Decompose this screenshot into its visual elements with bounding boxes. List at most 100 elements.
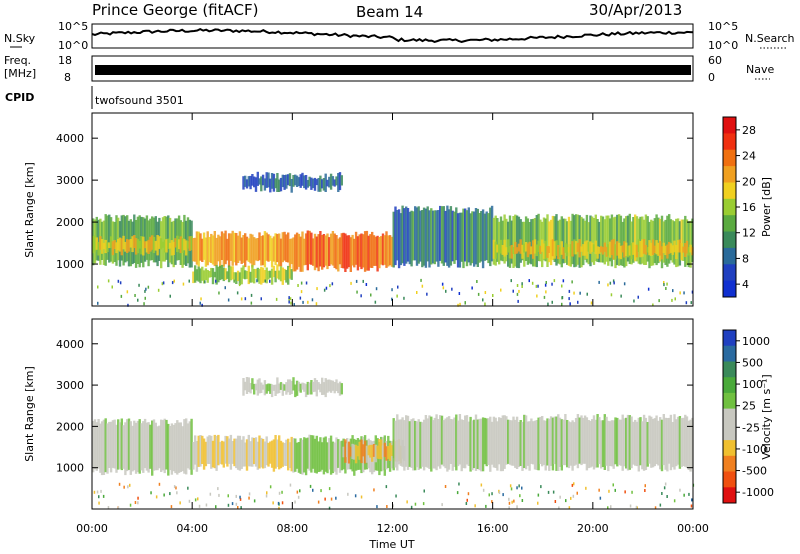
nave-tick-bottom: 0 [708,71,715,84]
data-cell [190,236,193,251]
data-cell [213,231,216,267]
data-speckle [288,296,290,300]
data-cell [245,236,249,261]
data-speckle [182,282,185,286]
data-cell [329,435,333,475]
data-cell [637,417,640,472]
data-cell [632,421,635,465]
data-cell [118,237,122,252]
data-cell [231,230,234,266]
data-cell [263,231,267,268]
colorbar-segment [723,280,736,298]
data-cell [276,173,279,192]
data-cell [301,172,304,186]
data-speckle [547,490,550,494]
data-speckle [492,294,494,297]
data-cell [312,381,315,393]
data-cell [653,418,656,467]
data-cell [678,416,682,469]
data-cell [195,441,199,472]
data-cell [303,238,306,266]
data-cell [451,419,454,471]
data-cell [532,240,535,259]
data-speckle [111,285,113,289]
data-cell [424,415,428,467]
data-speckle [296,490,299,494]
ytick-label: 3000 [56,379,84,392]
data-cell [197,231,200,267]
data-cell [476,419,479,469]
data-cell [92,420,95,473]
data-cell [208,237,211,263]
cpid-label: CPID [5,91,34,104]
data-cell [270,173,274,189]
data-cell [515,416,519,469]
data-cell [650,219,653,266]
data-cell [335,379,338,392]
data-cell [691,417,694,469]
data-cell [111,420,115,468]
data-cell [199,435,202,467]
data-cell [471,420,474,471]
data-cell [453,417,456,467]
data-cell [417,206,420,264]
data-cell [585,417,589,471]
data-cell [458,414,462,465]
data-cell [177,239,181,250]
data-cell [108,421,111,468]
data-speckle [652,303,654,307]
data-cell [290,238,293,265]
data-cell [226,271,229,279]
data-speckle [269,485,272,489]
data-speckle [517,299,519,303]
data-cell [97,419,100,469]
data-cell [297,233,301,267]
data-speckle [614,488,616,492]
data-speckle [477,292,480,296]
data-speckle [451,287,453,291]
data-cell [244,233,247,268]
data-cell [113,419,116,469]
data-speckle [528,279,530,283]
data-cell [612,420,615,469]
data-speckle [244,297,247,301]
data-cell [140,423,143,471]
data-speckle [445,289,447,293]
data-cell [143,218,147,262]
data-cell [405,206,408,264]
data-cell [176,420,179,475]
data-cell [481,417,485,472]
data-cell [247,434,250,467]
data-cell [669,219,673,261]
data-speckle [519,494,521,498]
data-cell [136,239,140,254]
data-cell [294,234,297,272]
data-cell [319,383,322,393]
data-cell [669,414,673,471]
data-cell [660,215,664,269]
data-cell [170,423,174,475]
data-speckle [323,288,326,292]
data-cell [524,216,528,261]
data-cell [474,414,478,471]
data-cell [390,236,394,267]
data-cell [675,419,678,467]
data-cell [160,238,163,250]
data-cell [349,237,352,272]
data-cell [485,211,488,261]
data-cell [557,220,560,264]
data-cell [215,237,218,266]
data-cell [600,420,603,469]
data-speckle [508,497,510,501]
data-cell [601,420,605,467]
data-cell [566,244,569,257]
data-cell [614,417,617,465]
data-cell [426,206,429,262]
data-cell [306,437,309,469]
xtick-label: 20:00 [577,522,609,535]
data-cell [287,232,290,263]
data-cell [591,242,594,252]
data-cell [532,421,535,465]
data-cell [249,383,252,394]
data-cell [668,241,671,254]
